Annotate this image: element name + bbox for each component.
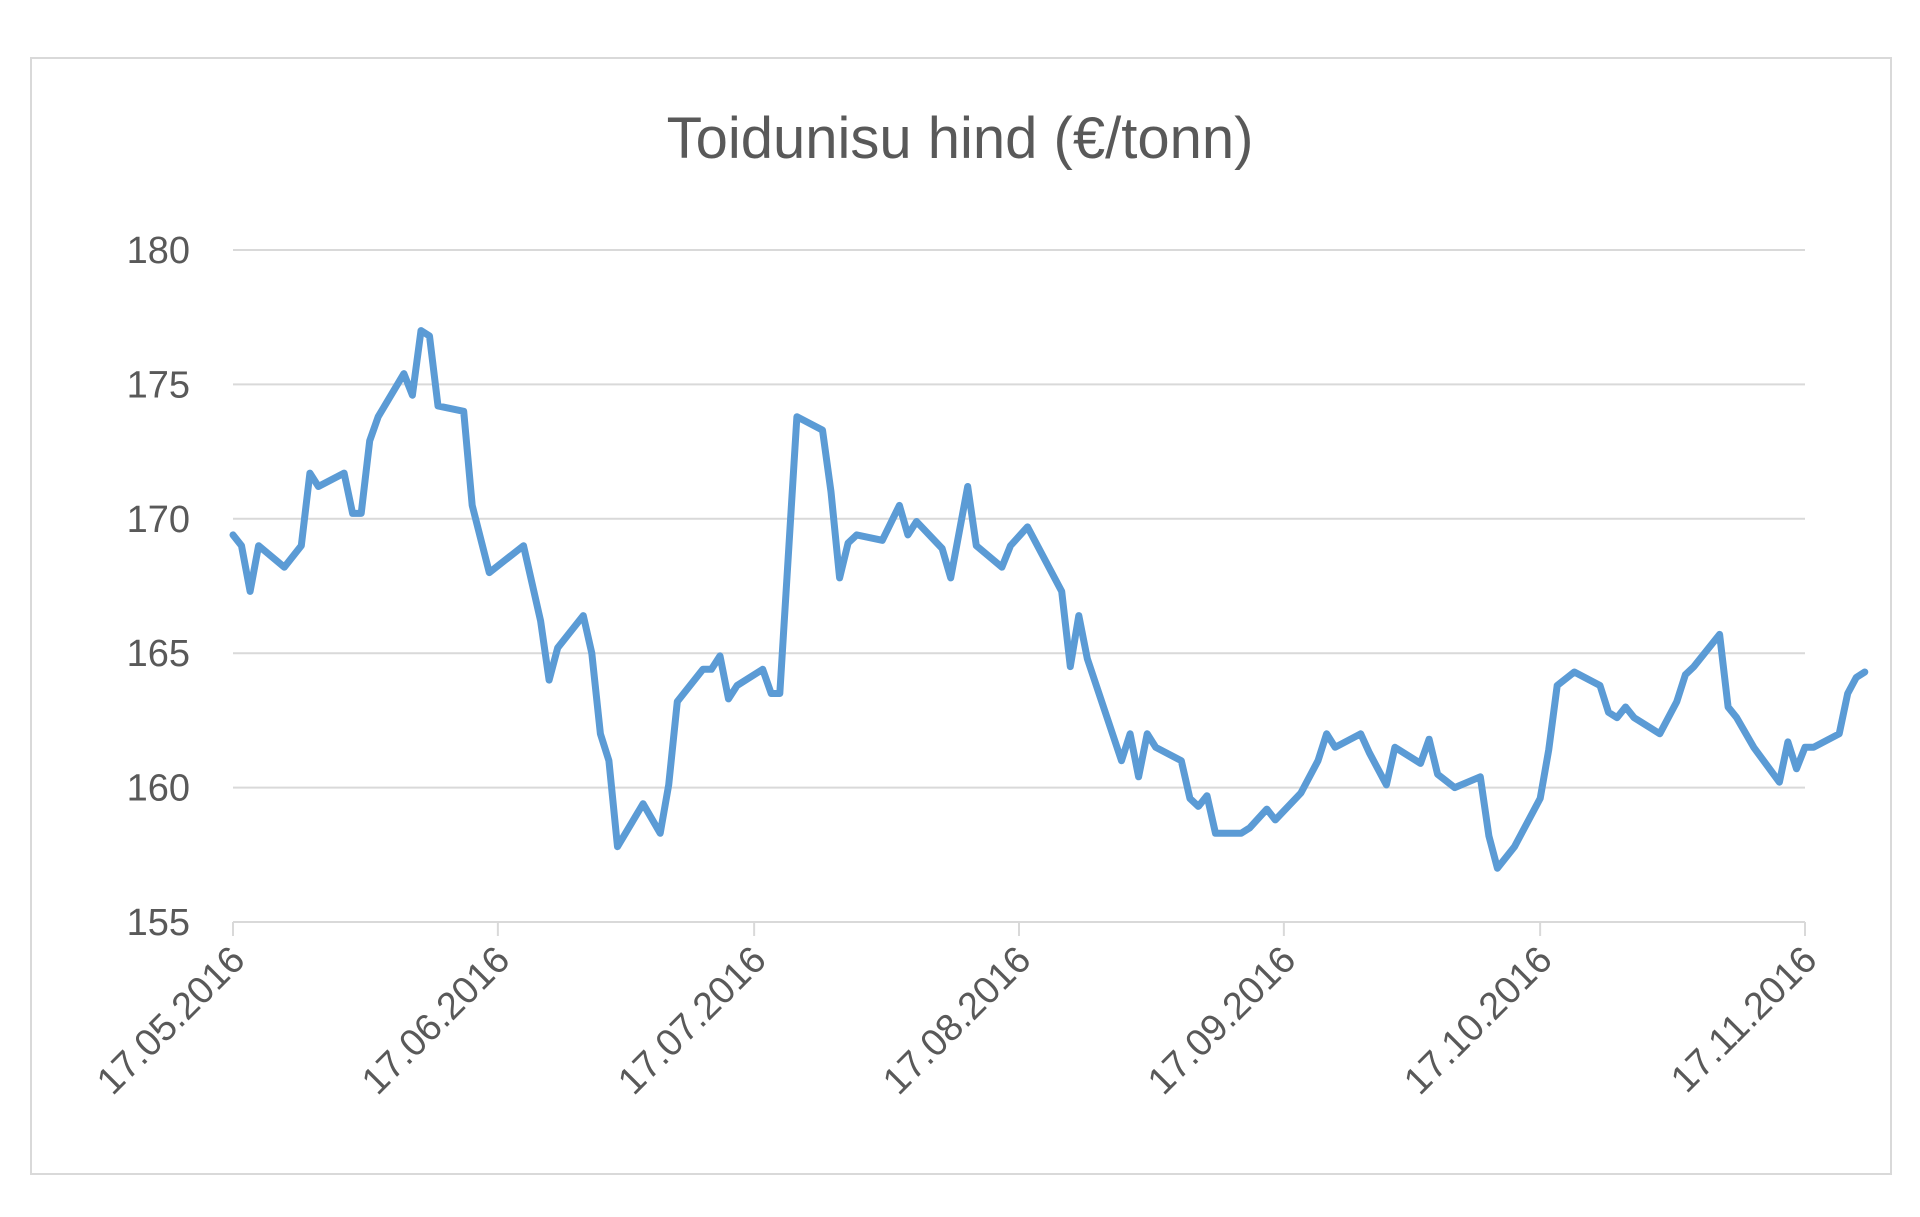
chart-frame	[30, 57, 1892, 1175]
series-layer	[229, 327, 1869, 872]
label-layer: 155 160 165 170 175 180 17.05.2016 17.06.2016 17…	[89, 230, 1825, 1103]
x-tick-label: 17.08.2016	[875, 939, 1039, 1103]
x-tick-label: 17.11.2016	[1663, 939, 1825, 1101]
x-tick-label: 17.06.2016	[354, 939, 518, 1103]
x-tick-label: 17.09.2016	[1140, 939, 1304, 1103]
y-tick-label: 175	[127, 364, 190, 406]
y-tick-label: 160	[127, 768, 190, 810]
x-tick-label: 17.07.2016	[610, 939, 774, 1103]
grid-layer	[233, 249, 1805, 923]
chart-title: Toidunisu hind (€/tonn)	[666, 106, 1254, 171]
y-tick-label: 180	[127, 230, 190, 272]
x-tick-label: 17.10.2016	[1396, 939, 1560, 1103]
x-tick-label: 17.05.2016	[89, 939, 253, 1103]
y-tick-label: 165	[127, 633, 190, 675]
y-tick-label: 170	[127, 499, 190, 541]
axis-layer	[232, 922, 1806, 936]
price-series-line	[229, 327, 1869, 872]
y-tick-label: 155	[127, 902, 190, 944]
